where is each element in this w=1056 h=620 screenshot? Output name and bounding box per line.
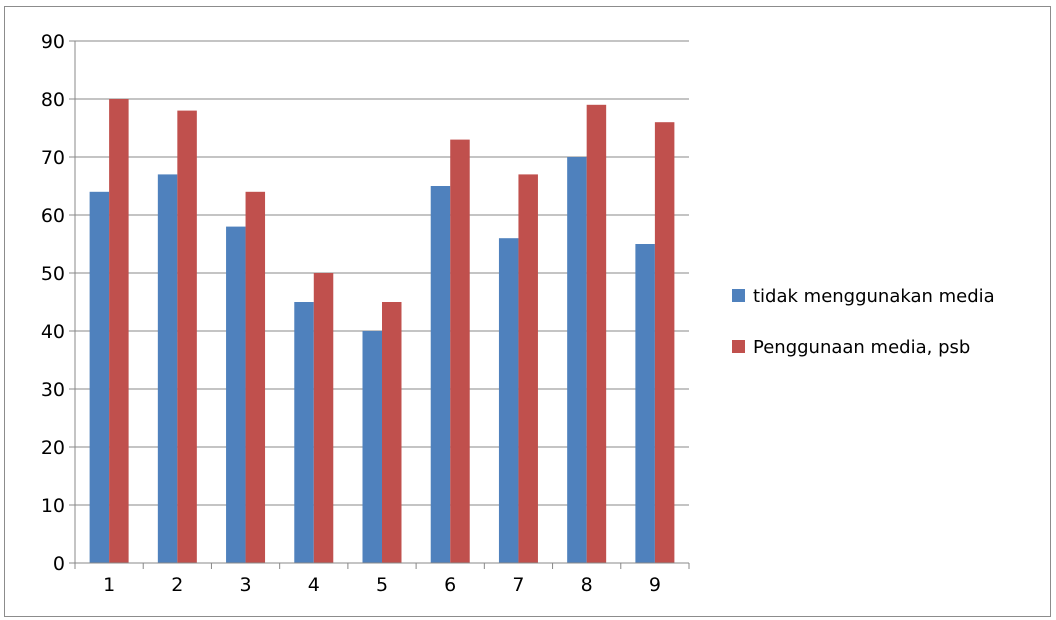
- bar-series-2-cat-9: [654, 122, 675, 563]
- bar-series-1-cat-2: [157, 174, 178, 563]
- bar-series-2-cat-7: [518, 174, 538, 563]
- legend-label-series-1: tidak menggunakan media: [753, 286, 995, 307]
- bar-series-2-cat-8: [586, 104, 607, 564]
- x-tick-label: 5: [376, 574, 388, 596]
- x-tick-label: 9: [649, 574, 661, 596]
- x-tick-label: 4: [308, 574, 320, 596]
- y-tick-label: 80: [41, 89, 65, 111]
- bars: [89, 99, 675, 564]
- bar-series-1-cat-7: [498, 238, 519, 563]
- bar-series-2-cat-6: [450, 139, 470, 563]
- x-tick-label: 8: [581, 574, 593, 596]
- bar-series-2-cat-1: [109, 99, 129, 563]
- bar-series-1-cat-6: [430, 186, 451, 563]
- x-tick-labels: 1 2 3 4 5 6 7 8 9: [103, 574, 661, 596]
- y-tick-label: 0: [53, 553, 65, 575]
- bar-series-2-cat-2: [177, 110, 197, 563]
- y-tick-label: 30: [41, 379, 65, 401]
- y-tick-labels: 0 10 20 30 40 50 60 70 80 90: [41, 31, 65, 575]
- bar-series-2-cat-3: [245, 191, 266, 564]
- y-tick-label: 60: [41, 205, 65, 227]
- legend-swatch-series-1: [732, 289, 745, 302]
- y-tick-label: 70: [41, 147, 65, 169]
- legend-swatch-series-2: [732, 340, 745, 353]
- y-tick-label: 90: [41, 31, 65, 53]
- x-tick-label: 6: [444, 574, 456, 596]
- y-tick-label: 20: [41, 437, 65, 459]
- bar-series-1-cat-5: [362, 331, 382, 563]
- bar-series-1-cat-9: [635, 244, 655, 563]
- axes: [69, 40, 690, 569]
- y-tick-label: 50: [41, 263, 65, 285]
- x-tick-label: 1: [103, 574, 115, 596]
- legend: tidak menggunakan media Penggunaan media…: [732, 286, 995, 358]
- bar-series-1-cat-3: [226, 226, 246, 563]
- x-tick-label: 7: [512, 574, 524, 596]
- bar-series-2-cat-4: [313, 273, 334, 563]
- y-tick-label: 40: [41, 321, 65, 343]
- legend-label-series-2: Penggunaan media, psb: [753, 337, 970, 358]
- x-tick-label: 2: [171, 574, 183, 596]
- x-tick-label: 3: [240, 574, 252, 596]
- y-tick-label: 10: [41, 495, 65, 517]
- bar-series-1-cat-4: [294, 302, 314, 563]
- bar-series-1-cat-8: [567, 157, 587, 563]
- bar-series-2-cat-5: [382, 302, 402, 563]
- bar-series-1-cat-1: [89, 191, 110, 564]
